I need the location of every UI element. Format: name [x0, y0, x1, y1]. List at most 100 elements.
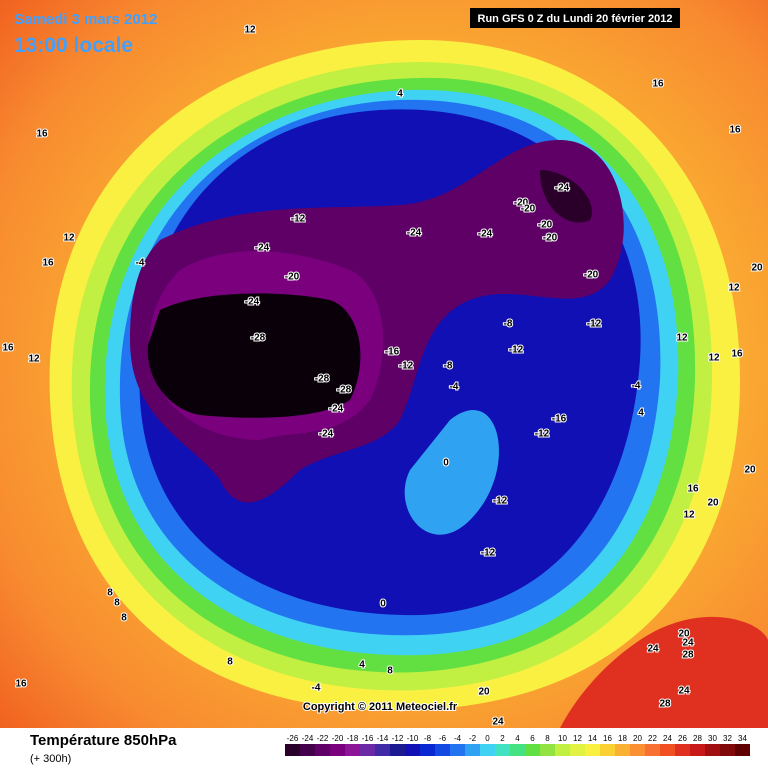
contour-label: -8 — [444, 361, 453, 372]
colorbar-swatch — [525, 744, 540, 756]
zone-inner-cyan — [404, 410, 499, 535]
colorbar-tick-label: -6 — [439, 734, 447, 743]
contour-label: -12 — [493, 496, 508, 507]
zone-black — [147, 293, 361, 418]
footer-lead: (+ 300h) — [30, 753, 71, 765]
contour-label: 20 — [707, 498, 719, 509]
contour-label: 28 — [682, 650, 694, 661]
colorbar-tick-label: 2 — [500, 734, 505, 743]
contour-label: 16 — [2, 343, 14, 354]
colorbar-swatch — [465, 744, 480, 756]
colorbar-tick-label: 32 — [723, 734, 732, 743]
colorbar-tick-label: -22 — [317, 734, 329, 743]
colorbar-swatch — [390, 744, 405, 756]
colorbar-swatch — [480, 744, 495, 756]
contour-label: 20 — [478, 687, 490, 698]
warm-region — [560, 616, 768, 728]
colorbar-tick-label: 6 — [530, 734, 535, 743]
colorbar-swatch — [720, 744, 735, 756]
contour-label: -24 — [329, 404, 344, 415]
time-title: 13:00 locale — [14, 34, 133, 57]
contour-label: 24 — [678, 686, 690, 697]
contour-label: -20 — [538, 220, 553, 231]
colorbar-swatch — [600, 744, 615, 756]
colorbar-swatch — [450, 744, 465, 756]
contour-label: -28 — [251, 333, 266, 344]
colorbar-swatch — [540, 744, 555, 756]
colorbar-swatch — [615, 744, 630, 756]
contour-label: 12 — [728, 283, 740, 294]
contour-label: 20 — [751, 263, 763, 274]
colorbar-tick-label: -16 — [362, 734, 374, 743]
colorbar-tick-label: -24 — [302, 734, 314, 743]
contour-label: -24 — [478, 229, 493, 240]
colorbar-swatch — [660, 744, 675, 756]
colorbar-tick-label: 10 — [558, 734, 567, 743]
colorbar-tick-label: -18 — [347, 734, 359, 743]
date-title: Samedi 3 mars 2012 — [14, 11, 157, 28]
contour-label: -24 — [255, 243, 270, 254]
contour-label: 24 — [682, 638, 694, 649]
colorbar-tick-label: 16 — [603, 734, 612, 743]
colorbar-swatch — [705, 744, 720, 756]
contour-label: -24 — [407, 228, 422, 239]
colorbar-swatch — [645, 744, 660, 756]
contour-label: 12 — [28, 354, 40, 365]
colorbar-swatch — [300, 744, 315, 756]
contour-label: 16 — [36, 129, 48, 140]
contour-label: 20 — [744, 465, 756, 476]
contour-label: 12 — [244, 25, 256, 36]
colorbar-tick-label: 20 — [633, 734, 642, 743]
contour-label: 8 — [227, 657, 233, 668]
zone-black-2 — [540, 170, 592, 223]
contour-label: -16 — [385, 347, 400, 358]
colorbar-swatch — [345, 744, 360, 756]
colorbar-tick-label: 26 — [678, 734, 687, 743]
contour-label: 20 — [678, 629, 690, 640]
colorbar-tick-label: 4 — [515, 734, 520, 743]
colorbar-tick-label: -8 — [424, 734, 432, 743]
contour-label: -24 — [555, 183, 570, 194]
contour-label: 24 — [647, 644, 659, 655]
contour-label: 4 — [638, 408, 644, 419]
contour-label: -20 — [285, 272, 300, 283]
contour-label: -20 — [514, 198, 529, 209]
contour-label: -12 — [291, 214, 306, 225]
colorbar-tick-label: -26 — [287, 734, 299, 743]
contour-label: 8 — [107, 588, 113, 599]
contour-label: 8 — [114, 598, 120, 609]
colorbar-swatch — [510, 744, 525, 756]
colorbar-tick-label: -14 — [377, 734, 389, 743]
colorbar-swatch — [735, 744, 750, 756]
contour-label: -4 — [312, 683, 321, 694]
contour-label: 12 — [708, 353, 720, 364]
colorbar-swatch — [435, 744, 450, 756]
colorbar-swatch — [330, 744, 345, 756]
contour-label: 0 — [443, 458, 449, 469]
contour-label: -24 — [245, 297, 260, 308]
colorbar-tick-label: 28 — [693, 734, 702, 743]
contour-label: 12 — [676, 333, 688, 344]
colorbar-tick-label: 12 — [573, 734, 582, 743]
contour-label: -28 — [337, 385, 352, 396]
colorbar-swatch — [375, 744, 390, 756]
contour-label: 12 — [683, 510, 695, 521]
colorbar-tick-label: -20 — [332, 734, 344, 743]
contour-label: 16 — [687, 484, 699, 495]
colorbar-tick-label: 0 — [485, 734, 490, 743]
contour-label: -16 — [552, 414, 567, 425]
colorbar-swatch — [315, 744, 330, 756]
colorbar-tick-label: -2 — [469, 734, 477, 743]
contour-label: 28 — [659, 699, 671, 710]
colorbar-swatch — [675, 744, 690, 756]
colorbar-tick-label: 22 — [648, 734, 657, 743]
contour-label: -20 — [543, 233, 558, 244]
contour-label: 4 — [397, 89, 403, 100]
contour-label: -24 — [319, 429, 334, 440]
colorbar-swatch — [495, 744, 510, 756]
colorbar-swatch — [585, 744, 600, 756]
contour-label: -4 — [136, 258, 145, 269]
colorbar-tick-label: -12 — [392, 734, 404, 743]
contour-label: -4 — [450, 382, 459, 393]
